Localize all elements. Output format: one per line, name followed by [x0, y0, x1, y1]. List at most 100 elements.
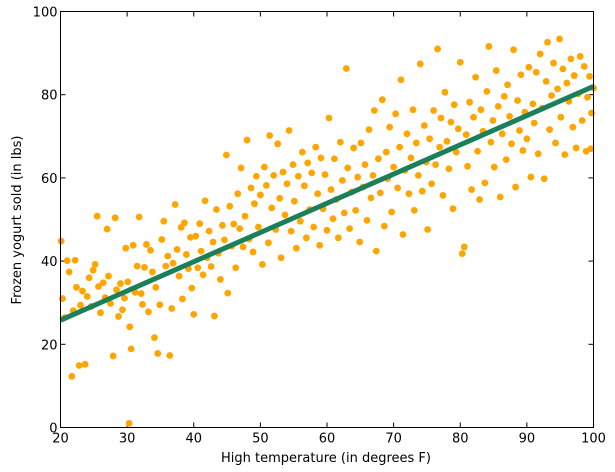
data-point [416, 60, 424, 68]
data-point [334, 234, 342, 242]
data-point [190, 310, 198, 318]
data-point [369, 172, 377, 179]
data-point [65, 268, 73, 276]
data-point [382, 148, 390, 156]
x-tick-label: 50 [252, 432, 269, 447]
x-tick-label: 90 [519, 432, 536, 447]
data-point [506, 112, 513, 120]
data-point [556, 35, 563, 43]
data-point [572, 144, 580, 152]
data-point [336, 138, 344, 146]
data-point [75, 362, 83, 369]
data-point [523, 135, 531, 143]
data-point [156, 301, 164, 309]
data-point [424, 226, 432, 233]
x-tick-label: 60 [319, 432, 336, 447]
data-point [436, 143, 443, 151]
data-point [477, 106, 485, 114]
data-point [226, 202, 234, 210]
data-point [370, 107, 378, 114]
data-point [490, 163, 498, 171]
y-tick-label: 20 [41, 338, 58, 353]
data-point [281, 211, 289, 219]
data-point [141, 263, 148, 271]
x-tick-label: 30 [119, 432, 136, 447]
data-point [462, 131, 470, 139]
data-point [464, 162, 471, 170]
data-point [412, 139, 420, 147]
data-point [489, 117, 497, 124]
data-point [418, 187, 426, 195]
data-point [552, 139, 559, 147]
data-point [117, 280, 124, 287]
scatter-points [57, 35, 597, 427]
data-point [410, 206, 418, 214]
data-point [241, 212, 249, 220]
data-point [197, 247, 205, 255]
regression-line [59, 84, 595, 323]
data-point [340, 209, 348, 217]
data-point [149, 268, 156, 276]
data-point [262, 181, 270, 189]
data-point [329, 215, 337, 223]
data-point [274, 140, 282, 148]
data-point [374, 155, 382, 163]
data-point [89, 266, 97, 274]
data-point [456, 58, 464, 66]
data-point [494, 102, 502, 110]
data-point [454, 125, 462, 133]
data-point [508, 140, 515, 148]
data-point [587, 145, 595, 153]
data-point [173, 246, 181, 253]
data-point [304, 159, 312, 167]
data-point [325, 114, 333, 122]
y-axis-label: Frozen yogurt sold (in lbs) [10, 136, 25, 305]
data-point [298, 148, 306, 156]
data-point [302, 234, 310, 242]
data-point [569, 123, 577, 131]
data-point [119, 306, 126, 314]
y-tick-label: 60 [41, 172, 58, 187]
data-point [323, 226, 331, 234]
data-point [266, 132, 274, 139]
data-point [196, 220, 204, 228]
data-point [285, 127, 293, 134]
data-point [187, 233, 194, 241]
data-point [407, 154, 415, 162]
data-point [109, 352, 117, 360]
data-point [576, 53, 584, 60]
data-point [338, 176, 346, 184]
data-point [243, 136, 251, 144]
data-point [554, 85, 561, 93]
data-point [525, 63, 533, 71]
data-point [287, 227, 295, 235]
data-point [188, 284, 196, 292]
data-point [252, 172, 260, 180]
x-tick-label: 70 [385, 432, 402, 447]
data-point [105, 272, 112, 280]
data-point [283, 180, 291, 188]
data-point [217, 276, 224, 283]
data-point [474, 147, 481, 155]
data-point [71, 256, 79, 264]
data-point [498, 130, 506, 138]
data-point [314, 190, 322, 198]
data-point [154, 350, 162, 357]
data-point [447, 118, 455, 126]
data-point [91, 261, 99, 268]
data-point [527, 173, 535, 181]
data-point [378, 96, 386, 104]
data-point [312, 143, 320, 151]
data-point [179, 295, 186, 303]
data-point [428, 180, 436, 188]
data-point [77, 301, 84, 309]
data-point [487, 138, 495, 146]
data-point [376, 189, 384, 197]
data-point [517, 71, 525, 79]
data-point [258, 261, 266, 268]
data-point [270, 172, 278, 179]
data-point [63, 257, 71, 265]
data-point [147, 246, 154, 254]
data-point [230, 220, 238, 228]
